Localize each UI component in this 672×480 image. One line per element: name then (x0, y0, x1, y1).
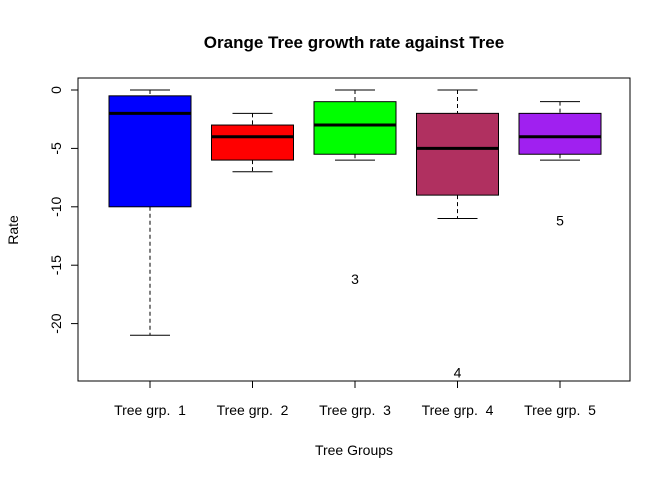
outlier-label: 4 (454, 365, 462, 381)
box-rect (416, 112, 499, 196)
x-axis-label: Tree Groups (315, 442, 393, 458)
box-group (313, 89, 397, 161)
box-rect (211, 124, 294, 161)
x-tick-label: Tree grp. 3 (319, 402, 391, 418)
box-rect (518, 112, 602, 155)
box-group (211, 112, 294, 173)
x-axis: Tree grp. 1 Tree grp. 2 Tree grp. 3 Tree gr… (114, 380, 596, 418)
y-tick-label: -20 (48, 313, 64, 333)
outlier-label: 5 (556, 213, 564, 229)
y-tick-label: 0 (48, 86, 64, 94)
x-tick-label: Tree grp. 4 (422, 402, 494, 418)
outlier-label: 3 (351, 271, 359, 287)
y-axis: 0 -5 -10 -15 -20 (48, 86, 79, 334)
chart-title: Orange Tree growth rate against Tree (204, 33, 504, 52)
box-rect (313, 101, 397, 155)
y-tick-label: -10 (48, 196, 64, 216)
y-tick-label: -15 (48, 255, 64, 275)
x-tick-label: Tree grp. 5 (524, 402, 596, 418)
boxes-group (108, 89, 602, 336)
box-group (108, 89, 192, 336)
x-tick-label: Tree grp. 2 (217, 402, 289, 418)
box-group (518, 101, 602, 161)
box-group (416, 89, 499, 219)
y-tick-label: -5 (48, 142, 64, 155)
outliers-group: 3 4 5 (351, 213, 564, 381)
x-tick-label: Tree grp. 1 (114, 402, 186, 418)
y-axis-label: Rate (5, 215, 21, 245)
